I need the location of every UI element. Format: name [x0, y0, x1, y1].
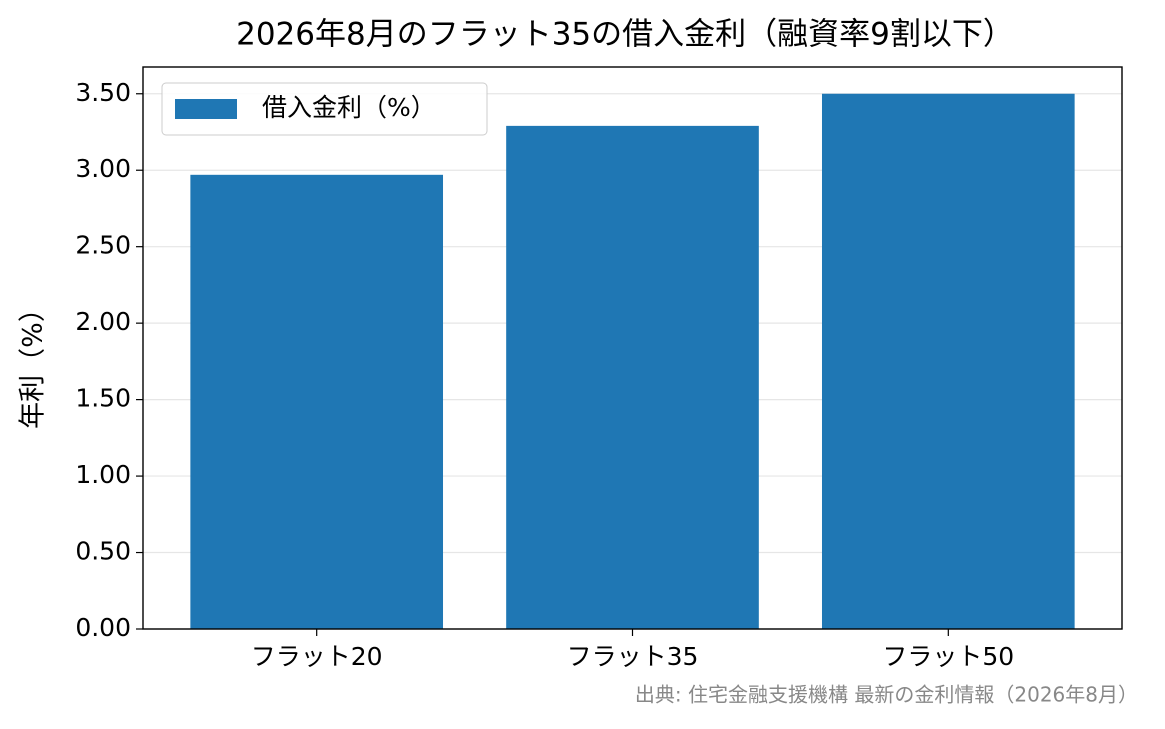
- source-note: 出典: 住宅金融支援機構 最新の金利情報（2026年8月）: [635, 683, 1138, 707]
- legend-swatch: [175, 99, 237, 119]
- y-axis-label: 年利（%）: [18, 295, 49, 429]
- y-tick-label: 2.00: [75, 307, 131, 336]
- bar: [190, 174, 444, 629]
- bar: [821, 93, 1075, 629]
- x-tick-label: フラット50: [882, 642, 1014, 671]
- y-tick-label: 0.50: [75, 537, 131, 566]
- y-tick-label: 1.00: [75, 460, 131, 489]
- y-tick-label: 0.00: [75, 613, 131, 642]
- y-tick-label: 3.00: [75, 154, 131, 183]
- legend: 借入金利（%）: [161, 82, 488, 136]
- y-tick-label: 1.50: [75, 384, 131, 413]
- y-tick-label: 2.50: [75, 231, 131, 260]
- x-tick-label: フラット20: [251, 642, 383, 671]
- legend-frame: [161, 82, 488, 136]
- chart-title: 2026年8月のフラット35の借入金利（融資率9割以下）: [236, 17, 1014, 53]
- y-tick-label: 3.50: [75, 78, 131, 107]
- plot-frame: [142, 66, 1123, 630]
- legend-label: 借入金利（%）: [262, 93, 436, 122]
- x-tick-label: フラット35: [567, 642, 699, 671]
- bar: [506, 125, 759, 629]
